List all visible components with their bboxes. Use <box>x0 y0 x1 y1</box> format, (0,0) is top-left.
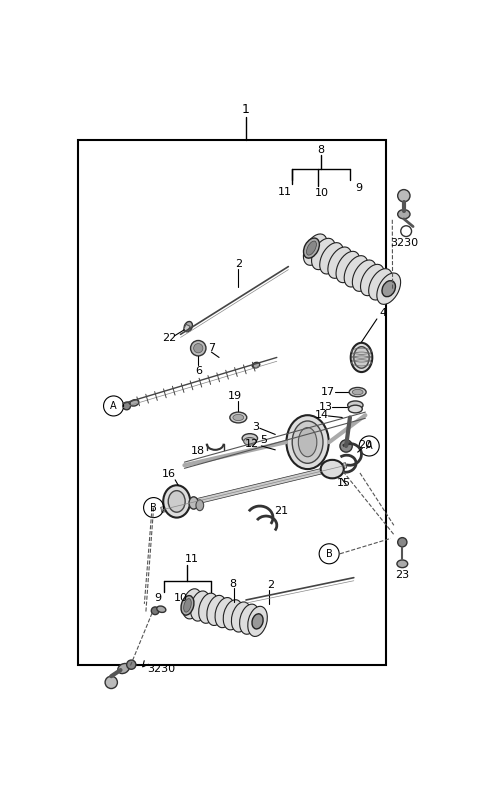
Text: 10: 10 <box>315 188 329 198</box>
Circle shape <box>127 660 136 669</box>
Ellipse shape <box>240 604 259 634</box>
Text: 14: 14 <box>315 410 329 420</box>
Circle shape <box>151 607 159 614</box>
Ellipse shape <box>230 412 247 423</box>
Text: 4: 4 <box>380 308 386 318</box>
Circle shape <box>340 440 352 452</box>
Text: 3230: 3230 <box>390 238 418 249</box>
Ellipse shape <box>207 595 227 626</box>
Text: 13: 13 <box>319 402 333 412</box>
Ellipse shape <box>244 438 256 446</box>
Text: 9: 9 <box>154 593 161 603</box>
Ellipse shape <box>184 321 192 332</box>
Ellipse shape <box>189 497 198 509</box>
Text: 15: 15 <box>337 478 351 488</box>
Ellipse shape <box>199 593 218 623</box>
Text: 20: 20 <box>358 440 372 450</box>
Ellipse shape <box>130 399 139 406</box>
Ellipse shape <box>328 247 352 278</box>
Text: 21: 21 <box>275 506 288 516</box>
Text: 1: 1 <box>242 103 250 116</box>
Ellipse shape <box>397 560 408 567</box>
Ellipse shape <box>157 606 166 612</box>
Bar <box>183 324 190 332</box>
Ellipse shape <box>242 434 258 443</box>
Text: 8: 8 <box>229 579 237 589</box>
Text: A: A <box>110 401 117 411</box>
Ellipse shape <box>354 347 369 368</box>
Text: 19: 19 <box>228 391 241 401</box>
Bar <box>78 140 386 665</box>
Circle shape <box>123 402 131 410</box>
Ellipse shape <box>369 269 393 300</box>
Text: 2: 2 <box>267 580 274 591</box>
Ellipse shape <box>118 663 130 673</box>
Text: 10: 10 <box>174 593 188 603</box>
Ellipse shape <box>231 602 251 632</box>
Circle shape <box>105 676 118 689</box>
Ellipse shape <box>398 210 410 219</box>
Text: 18: 18 <box>191 446 205 457</box>
Text: 3: 3 <box>252 422 259 432</box>
Ellipse shape <box>303 234 327 265</box>
Circle shape <box>398 190 410 202</box>
Text: 17: 17 <box>321 387 336 397</box>
Ellipse shape <box>292 421 323 463</box>
Text: A: A <box>366 441 372 451</box>
Ellipse shape <box>299 427 317 457</box>
Ellipse shape <box>344 256 368 287</box>
Ellipse shape <box>360 265 384 296</box>
Text: 22: 22 <box>162 333 176 344</box>
Ellipse shape <box>215 598 235 628</box>
Ellipse shape <box>233 414 244 421</box>
Circle shape <box>398 538 407 547</box>
Ellipse shape <box>352 390 363 395</box>
Text: B: B <box>150 503 157 512</box>
Ellipse shape <box>163 485 190 517</box>
Text: 23: 23 <box>395 570 409 579</box>
Circle shape <box>193 344 203 353</box>
Ellipse shape <box>303 238 319 258</box>
Ellipse shape <box>307 241 316 255</box>
Text: B: B <box>326 549 333 559</box>
Text: 9: 9 <box>356 183 363 193</box>
Text: 7: 7 <box>208 344 215 353</box>
Circle shape <box>191 340 206 356</box>
Polygon shape <box>161 462 347 512</box>
Ellipse shape <box>252 363 260 368</box>
Ellipse shape <box>377 273 401 304</box>
Ellipse shape <box>349 387 366 397</box>
Text: 5: 5 <box>260 435 267 445</box>
Ellipse shape <box>348 401 363 410</box>
Ellipse shape <box>336 251 360 283</box>
Ellipse shape <box>348 405 362 413</box>
Ellipse shape <box>320 242 344 274</box>
Ellipse shape <box>196 500 204 511</box>
Ellipse shape <box>168 491 185 512</box>
Text: 11: 11 <box>184 554 198 564</box>
Text: 11: 11 <box>277 186 291 197</box>
Text: 2: 2 <box>235 258 242 269</box>
Ellipse shape <box>352 260 376 292</box>
Ellipse shape <box>321 460 344 478</box>
Ellipse shape <box>181 595 194 615</box>
Ellipse shape <box>182 589 202 619</box>
Ellipse shape <box>191 591 210 621</box>
Text: 8: 8 <box>317 144 324 155</box>
Ellipse shape <box>287 415 329 469</box>
Ellipse shape <box>351 343 372 372</box>
Ellipse shape <box>184 599 191 612</box>
Ellipse shape <box>312 238 336 269</box>
Text: 16: 16 <box>162 469 176 480</box>
Text: 12: 12 <box>245 438 259 449</box>
Ellipse shape <box>223 599 243 630</box>
Text: 3230: 3230 <box>147 664 175 673</box>
Text: 6: 6 <box>195 367 202 376</box>
Ellipse shape <box>382 281 396 296</box>
Ellipse shape <box>248 607 267 637</box>
Ellipse shape <box>252 614 263 629</box>
